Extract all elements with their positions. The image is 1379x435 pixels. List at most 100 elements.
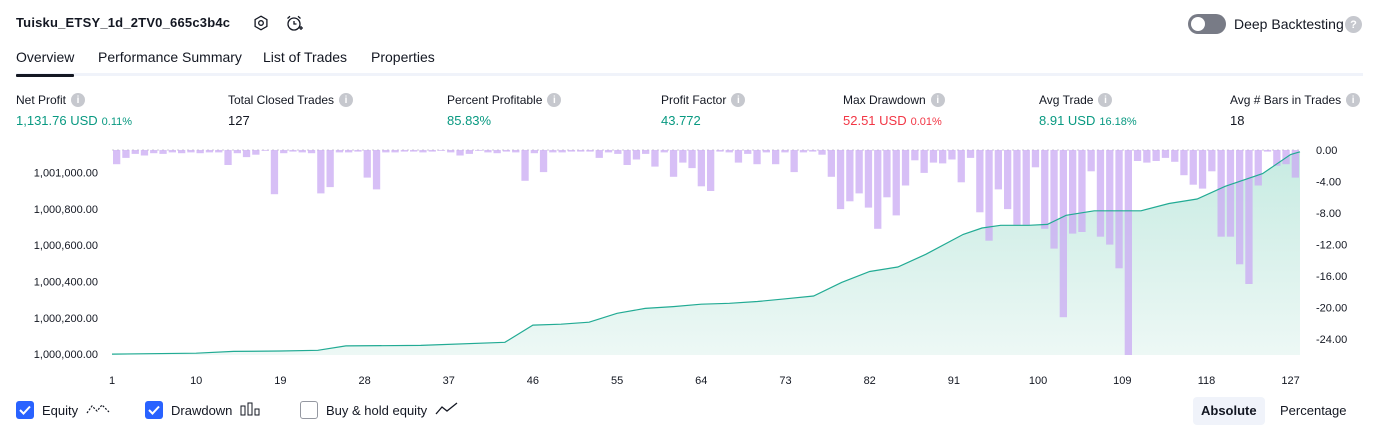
drawdown-bar (836, 150, 845, 210)
drawdown-bar (326, 150, 334, 188)
metric-total-closed-trades: Total Closed Trades i 127 (228, 93, 354, 128)
drawdown-bar (595, 150, 603, 158)
help-icon[interactable]: ? (1345, 16, 1362, 33)
drawdown-bar (391, 150, 399, 153)
info-icon[interactable]: i (930, 93, 945, 107)
drawdown-bar (345, 150, 353, 153)
drawdown-checkbox[interactable] (145, 401, 163, 419)
drawdown-bar (178, 150, 186, 154)
drawdown-bar (382, 150, 390, 153)
drawdown-bar (614, 150, 622, 154)
drawdown-bar (651, 150, 659, 167)
drawdown-bar (493, 150, 501, 154)
absolute-mode-button[interactable]: Absolute (1193, 397, 1265, 425)
tab-list-of-trades[interactable]: List of Trades (263, 49, 348, 65)
info-icon[interactable]: i (1098, 93, 1113, 107)
legend-label: Equity (42, 402, 79, 418)
x-axis-tick: 91 (948, 375, 960, 387)
deep-backtesting-toggle[interactable] (1188, 14, 1226, 34)
equity-checkbox[interactable] (16, 401, 34, 419)
drawdown-bar (410, 150, 418, 152)
buy-hold-checkbox[interactable] (300, 401, 318, 419)
metric-label: Avg Trade (1039, 93, 1094, 107)
right-axis-tick: -16.00 (1316, 271, 1347, 283)
legend-equity[interactable]: Equity (16, 401, 110, 419)
drawdown-bar (818, 150, 826, 155)
drawdown-bar (790, 150, 798, 173)
metric-label: Net Profit (16, 93, 67, 107)
info-icon[interactable]: i (71, 93, 86, 107)
drawdown-bar (187, 150, 195, 153)
chart-svg: 1,000,000.00 1,000,200.00 1,000,400.00 1,00… (34, 145, 1347, 387)
drawdown-bar (827, 150, 835, 177)
drawdown-bar (113, 150, 121, 165)
drawdown-bar (623, 150, 631, 165)
drawdown-bar (920, 150, 928, 173)
settings-icon[interactable] (251, 13, 271, 33)
drawdown-bar (261, 150, 269, 151)
drawdown-bar (215, 150, 223, 153)
drawdown-bar (679, 150, 687, 163)
drawdown-bar (1059, 150, 1067, 318)
metric-label: Profit Factor (661, 93, 727, 107)
drawdown-bar (1263, 150, 1272, 152)
equity-drawdown-chart[interactable]: 1,000,000.00 1,000,200.00 1,000,400.00 1,00… (0, 140, 1379, 390)
info-icon[interactable]: i (731, 93, 746, 107)
drawdown-bar (772, 150, 780, 165)
left-axis-tick: 1,000,200.00 (34, 313, 98, 325)
tab-properties[interactable]: Properties (371, 49, 435, 65)
buy-hold-line-icon (435, 401, 459, 419)
x-axis-tick: 55 (611, 375, 623, 387)
drawdown-bar (809, 150, 817, 152)
x-axis-tick: 118 (1198, 375, 1216, 387)
drawdown-bar (1189, 150, 1197, 185)
left-axis-tick: 1,000,800.00 (34, 204, 98, 216)
metric-profit-factor: Profit Factor i 43.772 (661, 93, 746, 128)
percentage-mode-button[interactable]: Percentage (1280, 403, 1347, 418)
alarm-add-icon[interactable] (284, 13, 304, 33)
drawdown-bar (1171, 150, 1179, 162)
drawdown-bar (1013, 150, 1021, 225)
drawdown-bar (196, 150, 204, 154)
info-icon[interactable]: i (339, 93, 354, 107)
drawdown-bar (456, 150, 464, 156)
drawdown-bar (697, 150, 705, 187)
metric-sub-value: 0.01% (910, 116, 942, 128)
legend-buy-hold-equity[interactable]: Buy & hold equity (300, 401, 459, 419)
tab-performance-summary[interactable]: Performance Summary (98, 49, 242, 65)
metric-label: Percent Profitable (447, 93, 543, 107)
drawdown-bar (1217, 150, 1225, 237)
drawdown-bar (957, 150, 965, 183)
drawdown-bar (437, 150, 446, 151)
legend-label: Drawdown (171, 402, 233, 418)
drawdown-bar (205, 150, 214, 153)
legend-drawdown[interactable]: Drawdown (145, 401, 260, 419)
drawdown-bar (799, 150, 808, 153)
x-axis-tick: 73 (779, 375, 791, 387)
drawdown-bar (976, 150, 984, 213)
drawdown-bar (1041, 150, 1049, 229)
drawdown-bar (484, 150, 492, 153)
drawdown-bar (1078, 150, 1086, 232)
x-axis-tick: 28 (358, 375, 370, 387)
drawdown-bar (447, 150, 455, 153)
x-axis-tick: 1 (109, 375, 115, 387)
right-axis-tick: -24.00 (1316, 334, 1347, 346)
metric-value: 127 (228, 113, 250, 128)
metric-value: 1,131.76 USD (16, 113, 98, 128)
drawdown-bar (929, 150, 938, 163)
tab-overview[interactable]: Overview (16, 49, 75, 77)
metric-value: 43.772 (661, 113, 701, 128)
drawdown-bar (280, 150, 288, 154)
drawdown-bar (1180, 150, 1188, 176)
drawdown-bar (131, 150, 139, 154)
drawdown-bar (372, 150, 381, 190)
equity-line-icon (86, 402, 110, 419)
drawdown-bar (567, 150, 576, 152)
drawdown-bar (475, 150, 483, 151)
drawdown-bar (901, 150, 910, 186)
drawdown-bar (224, 150, 232, 165)
info-icon[interactable]: i (547, 93, 562, 107)
info-icon[interactable]: i (1346, 93, 1361, 107)
drawdown-bar (985, 150, 993, 241)
